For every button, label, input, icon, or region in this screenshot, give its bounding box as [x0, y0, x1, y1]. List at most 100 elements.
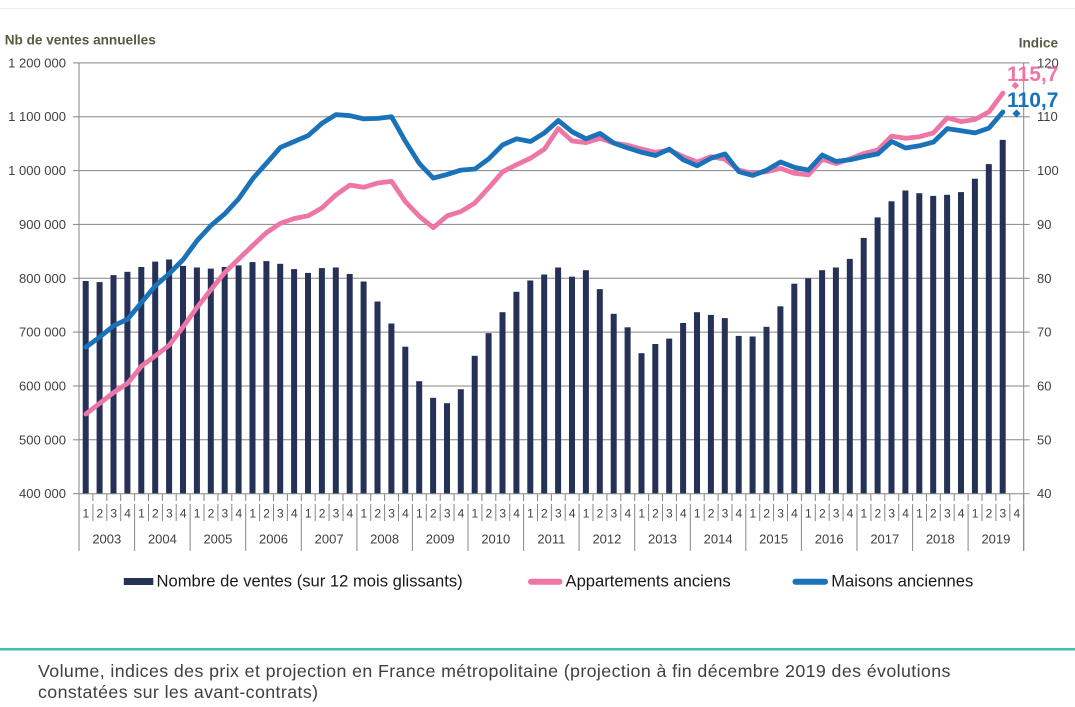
svg-text:2: 2 [763, 507, 770, 521]
svg-text:1: 1 [416, 507, 423, 521]
svg-text:60: 60 [1037, 379, 1051, 394]
svg-text:1: 1 [138, 507, 145, 521]
svg-text:80: 80 [1037, 271, 1051, 286]
svg-text:1: 1 [527, 507, 534, 521]
svg-text:4: 4 [291, 507, 298, 521]
svg-text:3: 3 [388, 507, 395, 521]
svg-text:1: 1 [972, 507, 979, 521]
svg-text:2003: 2003 [92, 532, 121, 547]
svg-text:4: 4 [847, 507, 854, 521]
svg-text:Indice: Indice [1019, 36, 1059, 51]
svg-text:3: 3 [722, 507, 729, 521]
svg-text:Nb de ventes annuelles: Nb de ventes annuelles [5, 33, 156, 48]
svg-text:2: 2 [708, 507, 715, 521]
svg-text:4: 4 [180, 507, 187, 521]
svg-text:2018: 2018 [926, 532, 955, 547]
svg-text:2: 2 [208, 507, 215, 521]
svg-text:1 100 000: 1 100 000 [8, 109, 66, 124]
svg-text:40: 40 [1037, 486, 1051, 501]
svg-text:2014: 2014 [704, 532, 733, 547]
svg-text:2: 2 [485, 507, 492, 521]
svg-text:1: 1 [83, 507, 90, 521]
svg-text:1: 1 [583, 507, 590, 521]
svg-text:3: 3 [888, 507, 895, 521]
svg-text:2004: 2004 [148, 532, 177, 547]
svg-text:3: 3 [944, 507, 951, 521]
svg-text:2: 2 [930, 507, 937, 521]
svg-text:Nombre de ventes (sur 12 mois: Nombre de ventes (sur 12 mois glissants) [157, 572, 463, 591]
svg-text:2: 2 [430, 507, 437, 521]
svg-text:1: 1 [916, 507, 923, 521]
svg-text:4: 4 [736, 507, 743, 521]
svg-text:100: 100 [1037, 163, 1059, 178]
svg-text:600 000: 600 000 [19, 379, 66, 394]
svg-text:120: 120 [1037, 55, 1059, 70]
svg-text:2: 2 [874, 507, 881, 521]
svg-text:3: 3 [1000, 507, 1007, 521]
svg-text:4: 4 [902, 507, 909, 521]
svg-text:110: 110 [1037, 109, 1058, 124]
svg-text:3: 3 [222, 507, 229, 521]
svg-text:2016: 2016 [815, 532, 844, 547]
svg-text:1: 1 [305, 507, 312, 521]
svg-text:110,7: 110,7 [1007, 89, 1058, 112]
svg-text:1: 1 [694, 507, 701, 521]
svg-text:2013: 2013 [648, 532, 677, 547]
svg-text:1: 1 [749, 507, 756, 521]
svg-text:Appartements anciens: Appartements anciens [566, 572, 731, 591]
svg-text:2017: 2017 [870, 532, 899, 547]
svg-text:2011: 2011 [537, 532, 565, 547]
svg-text:1 200 000: 1 200 000 [8, 55, 66, 70]
svg-text:2: 2 [541, 507, 548, 521]
svg-text:4: 4 [402, 507, 409, 521]
svg-text:2: 2 [319, 507, 326, 521]
svg-text:4: 4 [124, 507, 131, 521]
svg-text:4: 4 [680, 507, 687, 521]
svg-text:400 000: 400 000 [19, 486, 66, 501]
svg-text:4: 4 [235, 507, 242, 521]
svg-text:4: 4 [624, 507, 631, 521]
svg-text:2015: 2015 [759, 532, 788, 547]
svg-text:3: 3 [555, 507, 562, 521]
svg-text:3: 3 [333, 507, 340, 521]
svg-text:700 000: 700 000 [19, 325, 66, 340]
svg-text:3: 3 [833, 507, 840, 521]
svg-text:2012: 2012 [592, 532, 621, 547]
svg-text:2009: 2009 [426, 532, 455, 547]
svg-text:2019: 2019 [981, 532, 1010, 547]
svg-text:115,7: 115,7 [1007, 63, 1058, 86]
svg-text:500 000: 500 000 [19, 432, 66, 447]
svg-text:800 000: 800 000 [19, 271, 66, 286]
svg-text:1: 1 [360, 507, 367, 521]
svg-text:1: 1 [194, 507, 201, 521]
svg-text:4: 4 [458, 507, 465, 521]
svg-text:1 000 000: 1 000 000 [8, 163, 66, 178]
svg-text:2005: 2005 [203, 532, 232, 547]
svg-text:2007: 2007 [315, 532, 344, 547]
svg-text:90: 90 [1037, 217, 1051, 232]
svg-text:3: 3 [444, 507, 451, 521]
svg-text:2: 2 [96, 507, 103, 521]
svg-text:2: 2 [819, 507, 826, 521]
svg-text:2006: 2006 [259, 532, 288, 547]
svg-text:2: 2 [374, 507, 381, 521]
svg-text:1: 1 [249, 507, 256, 521]
svg-text:900 000: 900 000 [19, 217, 66, 232]
svg-text:constatées sur les avant-contr: constatées sur les avant-contrats) [38, 682, 318, 702]
svg-text:4: 4 [791, 507, 798, 521]
svg-text:4: 4 [569, 507, 576, 521]
svg-text:2: 2 [597, 507, 604, 521]
svg-text:2: 2 [652, 507, 659, 521]
svg-text:2: 2 [152, 507, 159, 521]
svg-text:4: 4 [958, 507, 965, 521]
svg-text:2: 2 [986, 507, 993, 521]
svg-text:1: 1 [472, 507, 479, 521]
svg-text:70: 70 [1037, 325, 1051, 340]
svg-text:50: 50 [1037, 432, 1051, 447]
svg-text:1: 1 [861, 507, 868, 521]
svg-text:3: 3 [666, 507, 673, 521]
svg-text:Volume, indices des prix et pr: Volume, indices des prix et projection e… [38, 661, 951, 681]
svg-text:3: 3 [611, 507, 618, 521]
svg-text:4: 4 [1013, 507, 1020, 521]
svg-text:3: 3 [499, 507, 506, 521]
